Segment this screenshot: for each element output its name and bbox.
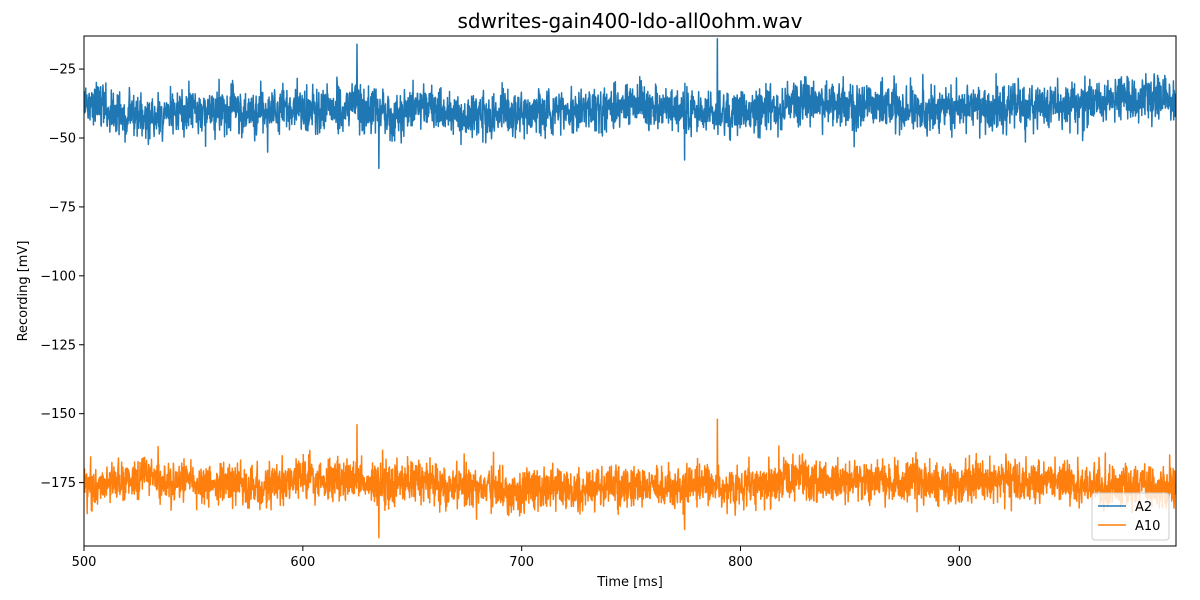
x-tick-label: 600 xyxy=(290,555,315,570)
x-tick-label: 500 xyxy=(72,555,97,570)
y-tick-label: −150 xyxy=(40,407,76,422)
series-layer xyxy=(84,38,1176,539)
series-line-a2 xyxy=(84,38,1176,170)
y-tick-label: −100 xyxy=(40,269,76,284)
plot-frame xyxy=(83,35,1177,547)
chart-title: sdwrites-gain400-ldo-all0ohm.wav xyxy=(458,9,803,33)
y-tick-label: −175 xyxy=(40,476,76,491)
series-line-a10 xyxy=(84,418,1176,539)
legend-label: A2 xyxy=(1135,500,1152,515)
x-tick-label: 700 xyxy=(509,555,534,570)
y-axis: −25 −50 −75 −100 −125 −150 −175 xyxy=(40,63,84,491)
y-tick-label: −50 xyxy=(49,132,76,147)
legend-box xyxy=(1091,492,1170,541)
y-tick-label: −75 xyxy=(49,200,76,215)
x-axis: 500 600 700 800 900 xyxy=(72,546,972,570)
x-axis-label: Time [ms] xyxy=(596,575,663,590)
legend-label: A10 xyxy=(1135,519,1160,534)
y-tick-label: −25 xyxy=(49,63,76,78)
x-tick-label: 900 xyxy=(947,555,972,570)
y-tick-label: −125 xyxy=(40,338,76,353)
y-axis-label: Recording [mV] xyxy=(16,241,31,342)
x-tick-label: 800 xyxy=(728,555,753,570)
